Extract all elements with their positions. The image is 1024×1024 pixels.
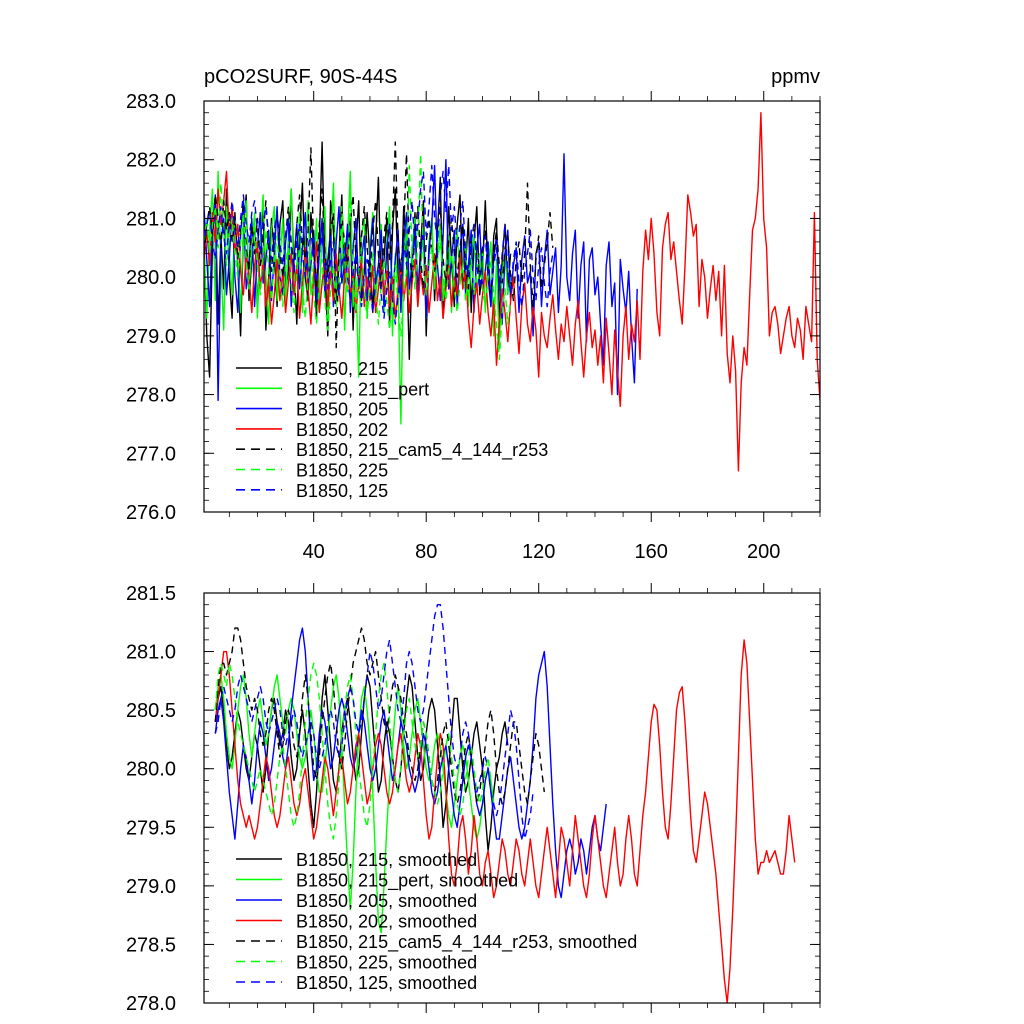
y-tick-label: 279.0 <box>126 876 176 898</box>
series-line-4 <box>214 639 796 1003</box>
legend-label: B1850, 215_pert, smoothed <box>296 871 518 892</box>
legend-label: B1850, 205 <box>296 400 388 420</box>
y-tick-label: 279.0 <box>126 326 176 348</box>
series-line-6 <box>204 153 512 360</box>
legend-label: B1850, 215 <box>296 359 388 379</box>
legend-label: B1850, 215, smoothed <box>296 850 477 870</box>
y-tick-label: 281.0 <box>126 642 176 664</box>
y-tick-label: 283.0 <box>126 91 176 113</box>
y-tick-label: 277.0 <box>126 443 176 465</box>
legend-label: B1850, 225, smoothed <box>296 953 477 973</box>
legend-label: B1850, 225 <box>296 461 388 481</box>
bottom-plot-frame <box>203 592 821 1004</box>
top-plot-frame <box>203 100 821 513</box>
legend-label: B1850, 215_cam5_4_144_r253, smoothed <box>296 932 637 953</box>
series-line-5 <box>204 141 554 349</box>
y-tick-label: 278.5 <box>126 934 176 956</box>
x-tick-label: 40 <box>303 541 325 563</box>
y-tick-label: 280.0 <box>126 759 176 781</box>
bottom-panel: 281.5 281.0 280.5 280.0 279.5 279.0 278.5 278.0… <box>126 583 821 1015</box>
legend-label: B1850, 215_cam5_4_144_r253 <box>296 440 548 461</box>
panel-title-left: pCO2SURF, 90S-44S <box>204 66 397 88</box>
legend-label: B1850, 205, smoothed <box>296 891 477 911</box>
top-axis-ticks: 283.0 282.0 281.0 280.0 279.0 278.0 277.0 276.0… <box>126 91 821 563</box>
y-tick-label: 278.0 <box>126 993 176 1015</box>
y-tick-label: 279.5 <box>126 817 176 839</box>
x-tick-label: 120 <box>522 541 555 563</box>
bottom-axis-ticks: 281.5 281.0 280.5 280.0 279.5 279.0 278.5 278.0 <box>126 583 821 1015</box>
series-line-3 <box>214 627 607 899</box>
y-tick-label: 280.0 <box>126 267 176 289</box>
y-tick-label: 278.0 <box>126 385 176 407</box>
x-tick-label: 200 <box>747 541 780 563</box>
x-tick-label: 160 <box>635 541 668 563</box>
series-line-7 <box>204 164 554 325</box>
top-panel: pCO2SURF, 90S-44S ppmv 283.0282.0281.028… <box>126 66 821 563</box>
y-tick-label: 280.5 <box>126 700 176 722</box>
y-tick-label: 281.5 <box>126 583 176 605</box>
legend-label: B1850, 215_pert <box>296 379 429 400</box>
legend-label: B1850, 202, smoothed <box>296 912 477 932</box>
legend-label: B1850, 202 <box>296 420 388 440</box>
y-tick-label: 281.0 <box>126 208 176 230</box>
y-tick-label: 276.0 <box>126 502 176 524</box>
y-tick-label: 282.0 <box>126 150 176 172</box>
legend-label: B1850, 125 <box>296 481 388 501</box>
x-tick-label: 80 <box>415 541 437 563</box>
legend-label: B1850, 125, smoothed <box>296 973 477 993</box>
panel-title-right: ppmv <box>771 66 820 88</box>
series-line-7 <box>214 604 534 840</box>
